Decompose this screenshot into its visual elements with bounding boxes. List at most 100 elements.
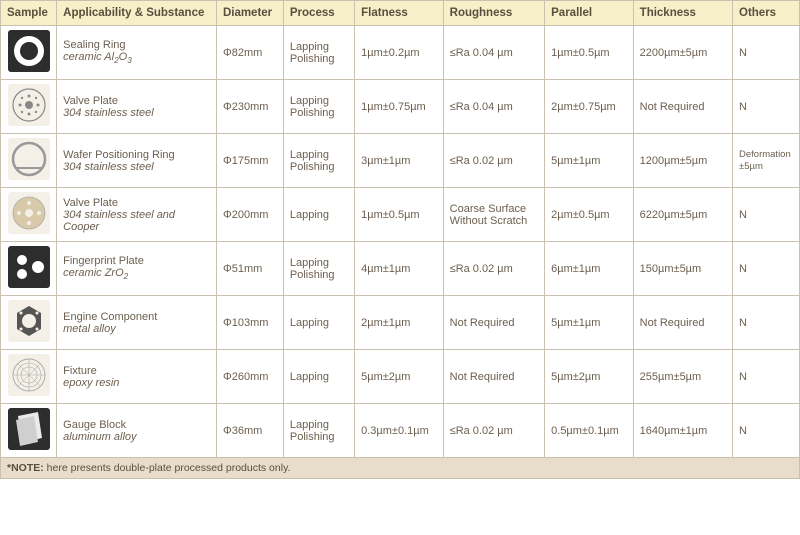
- others-cell: N: [733, 26, 800, 80]
- header-thickness: Thickness: [633, 1, 732, 26]
- note-text: here presents double-plate processed pro…: [44, 462, 291, 474]
- roughness-cell: ≤Ra 0.02 µm: [443, 404, 544, 458]
- material-name: 304 stainless steel: [63, 107, 210, 119]
- others-cell: Deformation ±5µm: [733, 134, 800, 188]
- note-label: *NOTE:: [7, 462, 44, 474]
- wafer-ring-icon: [8, 138, 50, 180]
- flatness-cell: 3µm±1µm: [355, 134, 444, 188]
- material-name: 304 stainless steel and Cooper: [63, 209, 210, 233]
- thickness-cell: 1640µm±1µm: [633, 404, 732, 458]
- table-row: Wafer Positioning Ring304 stainless stee…: [1, 134, 800, 188]
- header-flatness: Flatness: [355, 1, 444, 26]
- process-cell: Lapping: [283, 296, 354, 350]
- material-name: ceramic ZrO2: [63, 267, 210, 281]
- valve-plate-icon: [8, 84, 50, 126]
- process-cell: Lapping: [283, 350, 354, 404]
- applicability-cell: Sealing Ringceramic Al2O3: [57, 26, 217, 80]
- ring-white-icon: [8, 30, 50, 72]
- product-name: Engine Component: [63, 311, 210, 323]
- others-cell: N: [733, 350, 800, 404]
- roughness-cell: ≤Ra 0.02 µm: [443, 134, 544, 188]
- applicability-cell: Wafer Positioning Ring304 stainless stee…: [57, 134, 217, 188]
- thickness-cell: Not Required: [633, 80, 732, 134]
- diameter-cell: Φ260mm: [216, 350, 283, 404]
- diameter-cell: Φ200mm: [216, 188, 283, 242]
- roughness-cell: ≤Ra 0.04 µm: [443, 80, 544, 134]
- others-cell: N: [733, 188, 800, 242]
- applicability-cell: Valve Plate304 stainless steel and Coope…: [57, 188, 217, 242]
- product-name: Valve Plate: [63, 95, 210, 107]
- flatness-cell: 5µm±2µm: [355, 350, 444, 404]
- parallel-cell: 5µm±2µm: [545, 350, 634, 404]
- flatness-cell: 4µm±1µm: [355, 242, 444, 296]
- process-cell: Lapping: [283, 188, 354, 242]
- table-row: Fingerprint Plateceramic ZrO2Φ51mmLappin…: [1, 242, 800, 296]
- material-name: aluminum alloy: [63, 431, 210, 443]
- parallel-cell: 5µm±1µm: [545, 134, 634, 188]
- diameter-cell: Φ51mm: [216, 242, 283, 296]
- sample-icon-cell: [1, 350, 57, 404]
- product-name: Wafer Positioning Ring: [63, 149, 210, 161]
- process-cell: Lapping Polishing: [283, 134, 354, 188]
- fingerprint-icon: [8, 246, 50, 288]
- product-name: Gauge Block: [63, 419, 210, 431]
- applicability-cell: Fingerprint Plateceramic ZrO2: [57, 242, 217, 296]
- material-name: metal alloy: [63, 323, 210, 335]
- diameter-cell: Φ175mm: [216, 134, 283, 188]
- others-cell: N: [733, 80, 800, 134]
- diameter-cell: Φ82mm: [216, 26, 283, 80]
- sample-icon-cell: [1, 134, 57, 188]
- valve-cooper-icon: [8, 192, 50, 234]
- table-row: Sealing Ringceramic Al2O3Φ82mmLapping Po…: [1, 26, 800, 80]
- product-name: Fingerprint Plate: [63, 255, 210, 267]
- flatness-cell: 1µm±0.75µm: [355, 80, 444, 134]
- thickness-cell: 255µm±5µm: [633, 350, 732, 404]
- diameter-cell: Φ36mm: [216, 404, 283, 458]
- applicability-cell: Fixtureepoxy resin: [57, 350, 217, 404]
- sample-icon-cell: [1, 404, 57, 458]
- table-row: Valve Plate304 stainless steel Φ230mmLapp…: [1, 80, 800, 134]
- product-name: Fixture: [63, 365, 210, 377]
- product-name: Valve Plate: [63, 197, 210, 209]
- flatness-cell: 1µm±0.5µm: [355, 188, 444, 242]
- others-cell: N: [733, 242, 800, 296]
- parallel-cell: 1µm±0.5µm: [545, 26, 634, 80]
- process-cell: Lapping Polishing: [283, 26, 354, 80]
- material-name: ceramic Al2O3: [63, 51, 210, 65]
- parallel-cell: 0.5µm±0.1µm: [545, 404, 634, 458]
- header-others: Others: [733, 1, 800, 26]
- spec-table: Sample Applicability & Substance Diamete…: [0, 0, 800, 479]
- note-row: *NOTE: here presents double-plate proces…: [1, 458, 800, 479]
- header-applicability: Applicability & Substance: [57, 1, 217, 26]
- thickness-cell: 150µm±5µm: [633, 242, 732, 296]
- sample-icon-cell: [1, 296, 57, 350]
- roughness-cell: Not Required: [443, 296, 544, 350]
- table-row: Valve Plate304 stainless steel and Coope…: [1, 188, 800, 242]
- thickness-cell: 1200µm±5µm: [633, 134, 732, 188]
- diameter-cell: Φ230mm: [216, 80, 283, 134]
- roughness-cell: ≤Ra 0.04 µm: [443, 26, 544, 80]
- fixture-icon: [8, 354, 50, 396]
- header-sample: Sample: [1, 1, 57, 26]
- flatness-cell: 1µm±0.2µm: [355, 26, 444, 80]
- sample-icon-cell: [1, 242, 57, 296]
- material-name: epoxy resin: [63, 377, 210, 389]
- process-cell: Lapping Polishing: [283, 242, 354, 296]
- table-row: Fixtureepoxy resinΦ260mmLapping5µm±2µmNo…: [1, 350, 800, 404]
- table-row: Gauge Blockaluminum alloyΦ36mmLapping Po…: [1, 404, 800, 458]
- header-row: Sample Applicability & Substance Diamete…: [1, 1, 800, 26]
- parallel-cell: 2µm±0.75µm: [545, 80, 634, 134]
- header-parallel: Parallel: [545, 1, 634, 26]
- parallel-cell: 2µm±0.5µm: [545, 188, 634, 242]
- engine-comp-icon: [8, 300, 50, 342]
- parallel-cell: 5µm±1µm: [545, 296, 634, 350]
- process-cell: Lapping Polishing: [283, 80, 354, 134]
- others-cell: N: [733, 296, 800, 350]
- roughness-cell: ≤Ra 0.02 µm: [443, 242, 544, 296]
- gauge-block-icon: [8, 408, 50, 450]
- sample-icon-cell: [1, 26, 57, 80]
- applicability-cell: Gauge Blockaluminum alloy: [57, 404, 217, 458]
- header-diameter: Diameter: [216, 1, 283, 26]
- sample-icon-cell: [1, 80, 57, 134]
- others-cell: N: [733, 404, 800, 458]
